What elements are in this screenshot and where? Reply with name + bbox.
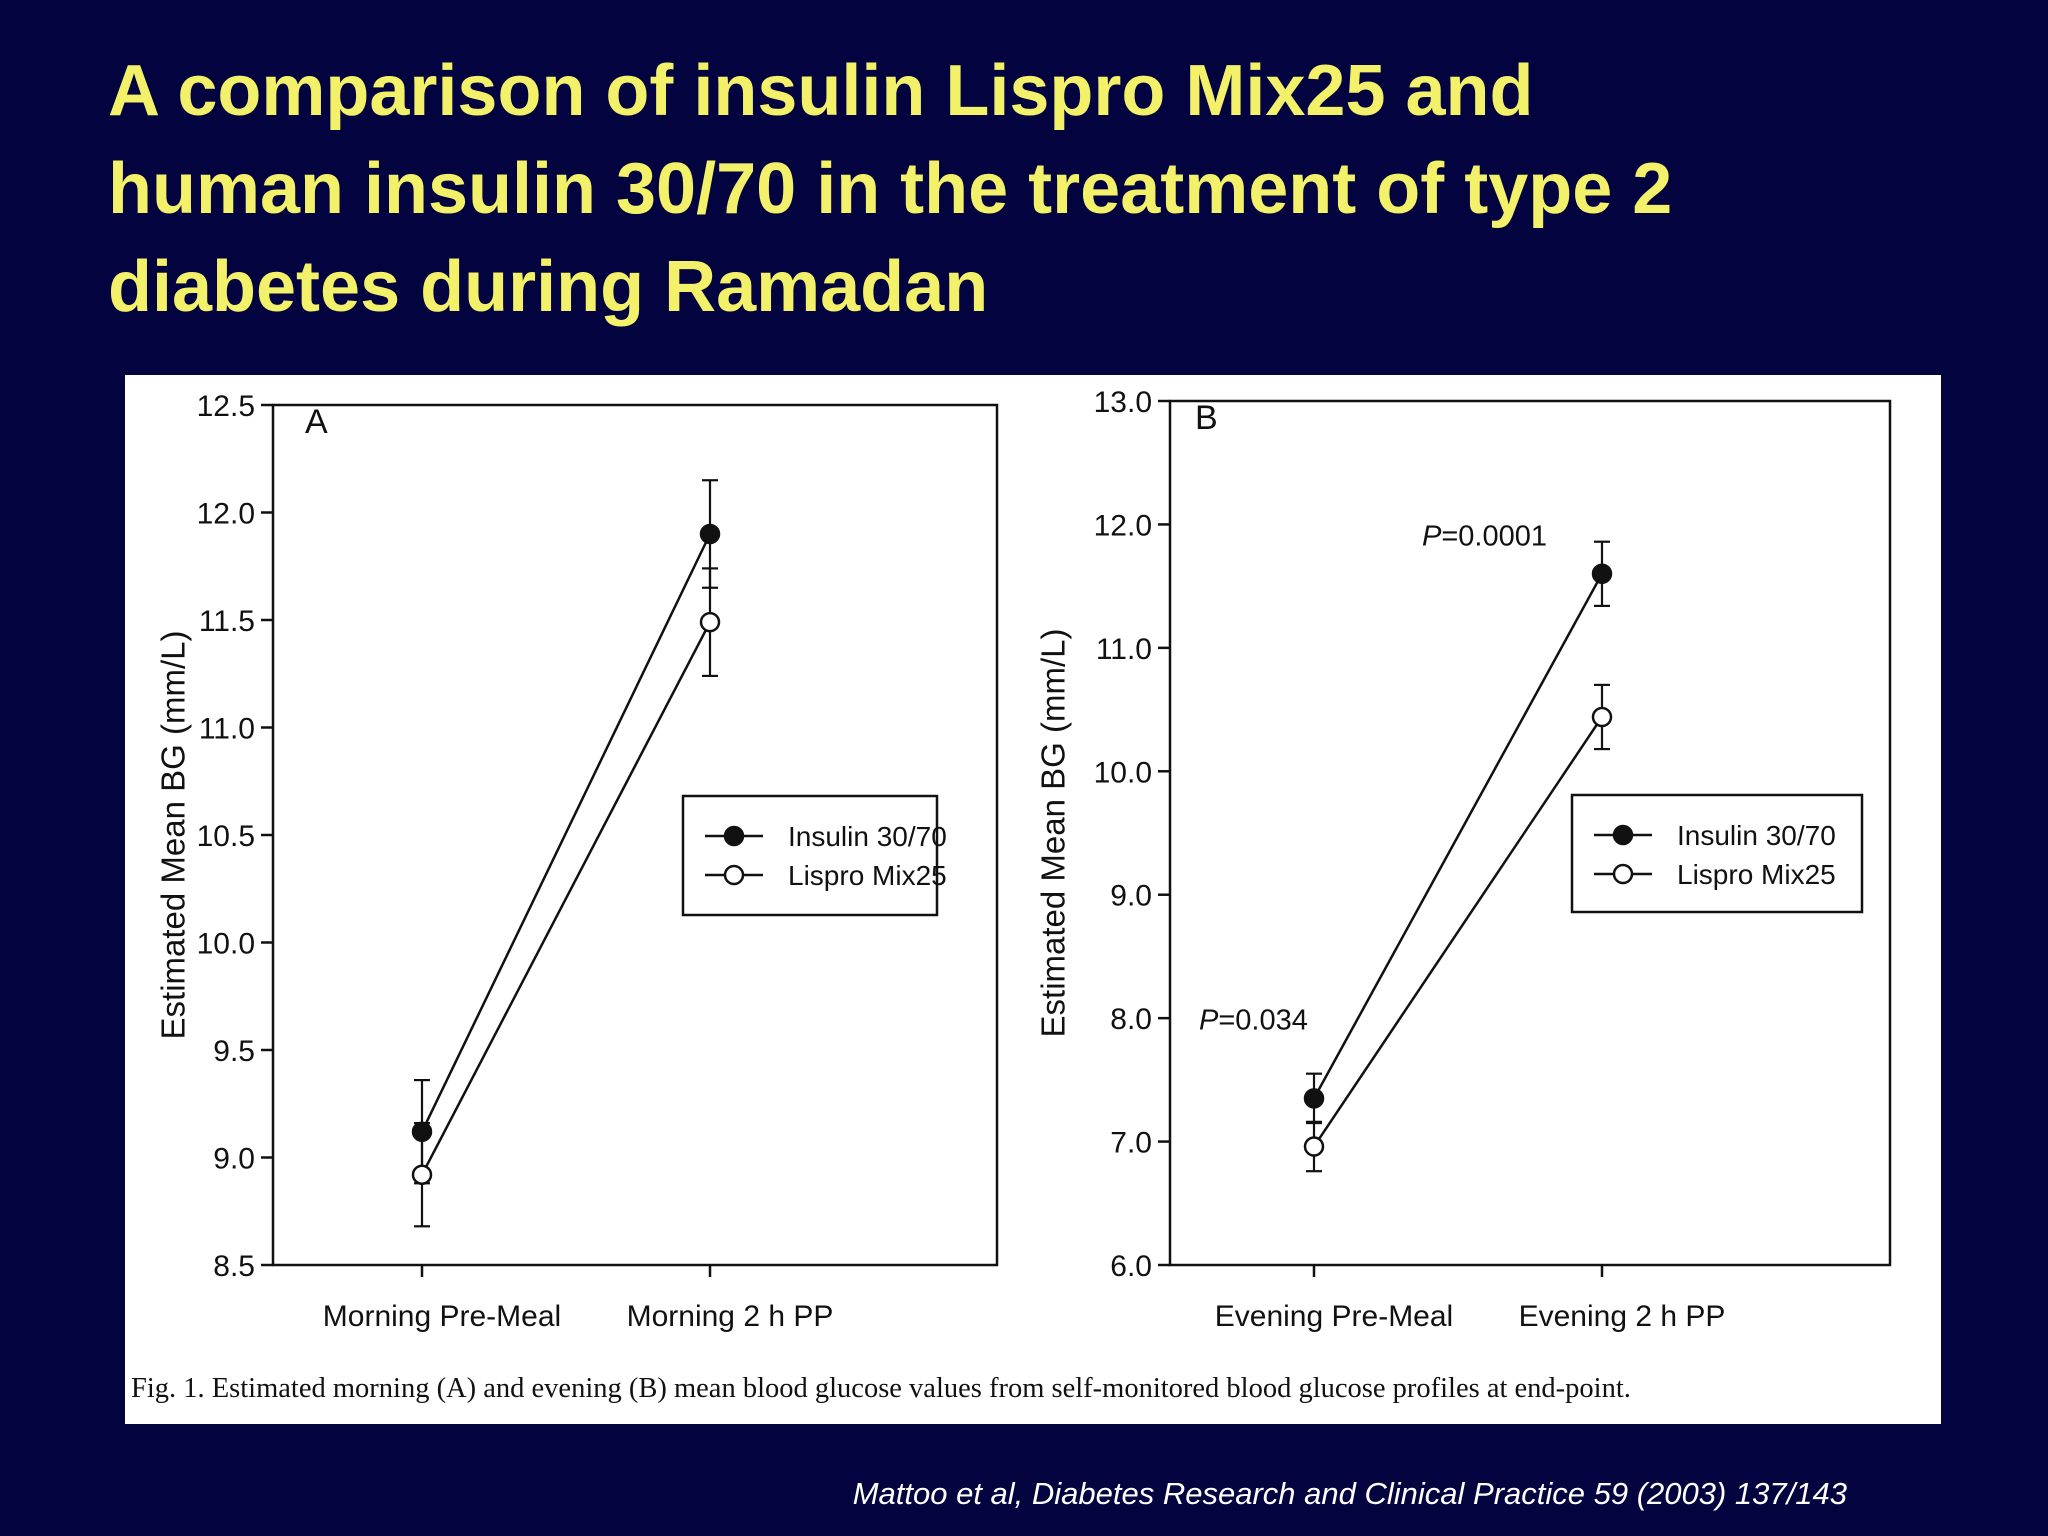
y-axis-label: Estimated Mean BG (mm/L)	[1035, 629, 1072, 1038]
p-value-annotation: P=0.034	[1199, 1005, 1308, 1037]
data-point	[699, 523, 721, 545]
figure-svg: 8.5 9.0 9.5 10.0 10.5 11.0 11.5 12.0 12.5 Morning…	[155, 386, 1892, 1333]
plot-frame	[1168, 399, 1892, 1267]
legend-label: Insulin 30/70	[788, 821, 947, 852]
p-italic: P	[1422, 521, 1442, 553]
series-line	[1312, 573, 1604, 1099]
series-line	[420, 533, 712, 1133]
y-tick-label: 11.5	[199, 605, 255, 638]
title-line: A comparison of insulin Lispro Mix25 and	[108, 51, 1534, 131]
y-tick-label: 12.5	[197, 390, 255, 423]
x-tick-label: Evening Pre-Meal	[1215, 1300, 1453, 1333]
y-tick-label: 10.0	[197, 928, 255, 961]
y-tick-label: 10.5	[197, 820, 255, 853]
data-point	[1303, 1136, 1325, 1157]
title-line: diabetes during Ramadan	[108, 247, 989, 327]
p-value: =0.0001	[1441, 521, 1547, 553]
p-value-annotation: P=0.0001	[1422, 521, 1547, 553]
legend-label: Lispro Mix25	[1677, 859, 1836, 890]
panel-label: A	[305, 403, 328, 441]
data-point	[699, 611, 721, 633]
legend-box	[1570, 793, 1864, 914]
y-tick-label: 6.0	[1110, 1250, 1152, 1283]
data-point	[1303, 1088, 1325, 1109]
y-tick-label: 11.0	[199, 713, 255, 746]
y-tick-label: 11.0	[1096, 633, 1152, 666]
y-tick-label: 9.0	[1110, 880, 1152, 913]
figure-panel: 8.5 9.0 9.5 10.0 10.5 11.0 11.5 12.0 12.5 Morning…	[125, 375, 1941, 1424]
panel-label: B	[1195, 399, 1218, 437]
series-line	[420, 621, 712, 1176]
y-tick-label: 13.0	[1094, 386, 1152, 419]
y-tick-label: 12.0	[1094, 509, 1152, 542]
y-axis-label: Estimated Mean BG (mm/L)	[155, 631, 192, 1040]
chart-B: 6.0 7.0 8.0 9.0 10.0 11.0 12.0 13.0 Evening Pre-…	[1035, 386, 1892, 1333]
legend-marker	[1612, 824, 1634, 846]
data-point	[1591, 563, 1613, 585]
legend-box	[681, 794, 939, 917]
y-tick-label: 8.5	[213, 1250, 255, 1283]
y-tick-label: 9.5	[213, 1035, 255, 1068]
p-value: =0.034	[1218, 1005, 1308, 1037]
legend-label: Lispro Mix25	[788, 860, 947, 891]
data-point	[411, 1164, 433, 1185]
x-tick-label: Morning 2 h PP	[627, 1300, 834, 1333]
x-tick-label: Morning Pre-Meal	[323, 1300, 561, 1333]
title-line: human insulin 30/70 in the treatment of …	[108, 149, 1673, 229]
data-point	[1591, 706, 1613, 728]
series-line	[1312, 716, 1604, 1148]
legend-label: Insulin 30/70	[1677, 820, 1836, 851]
x-tick-label: Evening 2 h PP	[1519, 1300, 1726, 1333]
p-italic: P	[1199, 1005, 1219, 1037]
legend-marker	[1612, 863, 1634, 885]
figure-caption: Fig. 1. Estimated morning (A) and evenin…	[131, 1373, 1631, 1404]
y-tick-label: 7.0	[1110, 1127, 1152, 1160]
y-tick-label: 10.0	[1094, 756, 1152, 789]
y-tick-label: 12.0	[197, 498, 255, 531]
slide-title: A comparison of insulin Lispro Mix25 and…	[108, 42, 1988, 336]
legend-marker	[723, 864, 745, 886]
y-tick-label: 9.0	[213, 1143, 255, 1176]
chart-A: 8.5 9.0 9.5 10.0 10.5 11.0 11.5 12.0 12.5 Morning…	[155, 390, 999, 1333]
legend-marker	[723, 825, 745, 847]
data-point	[411, 1121, 433, 1142]
y-tick-label: 8.0	[1110, 1003, 1152, 1036]
citation: Mattoo et al, Diabetes Research and Clin…	[852, 1476, 1847, 1511]
